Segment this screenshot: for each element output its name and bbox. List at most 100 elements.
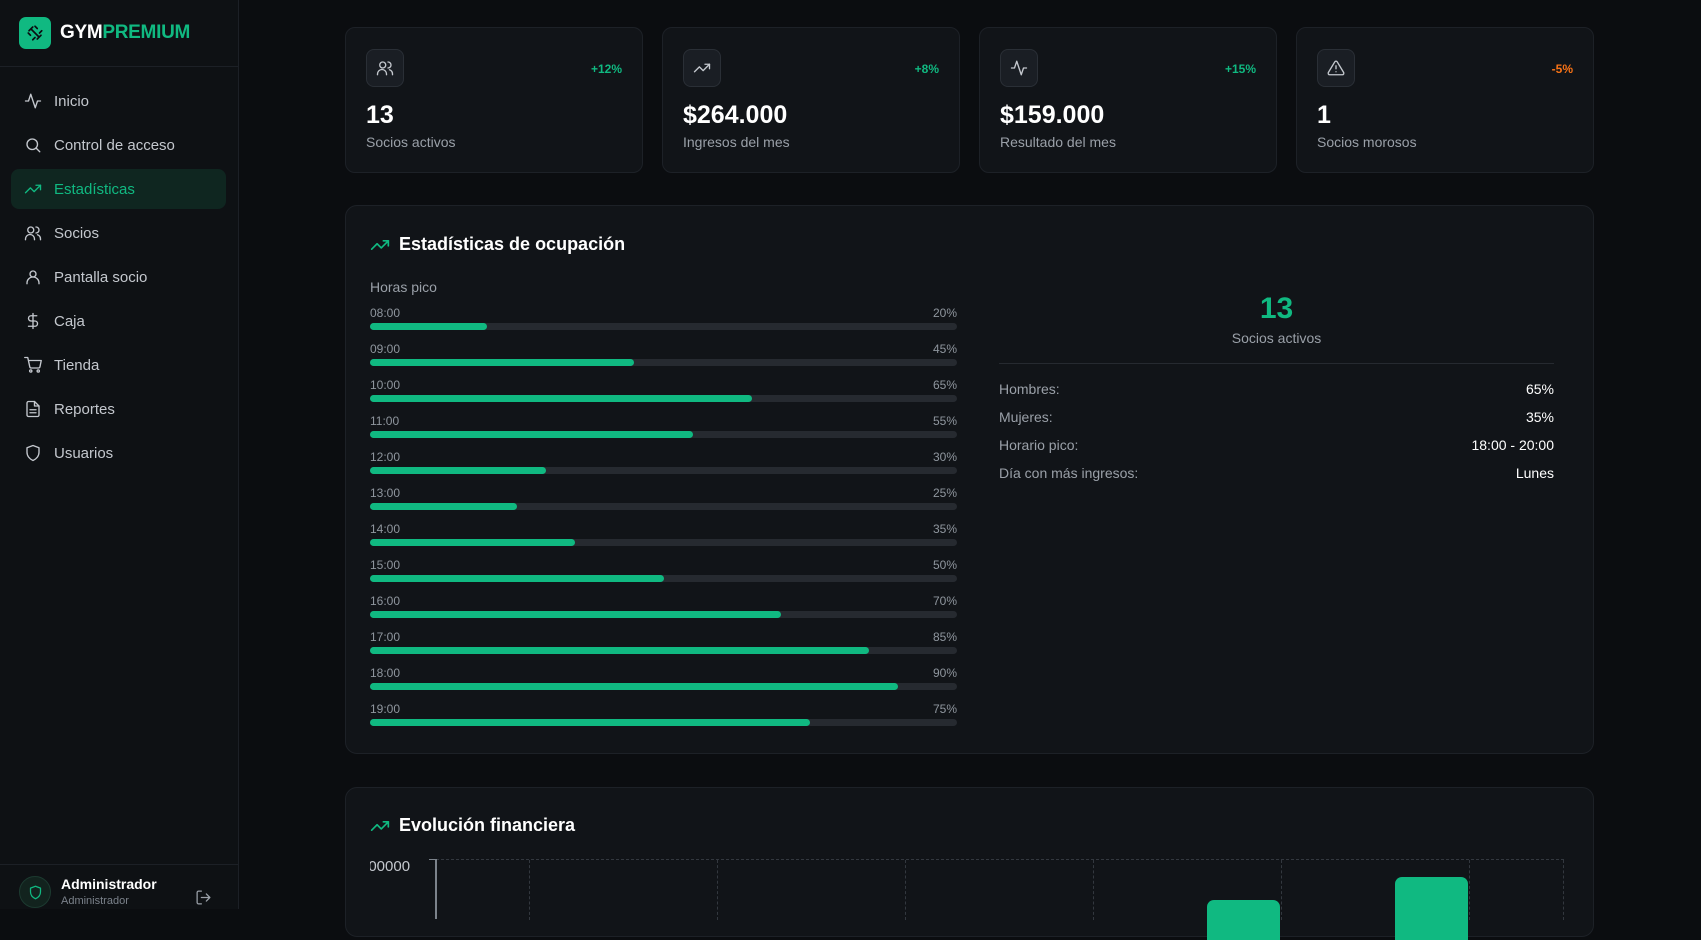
- hour-percentage: 35%: [932, 522, 957, 536]
- hour-percentage: 90%: [932, 666, 957, 680]
- sidebar-item-label: Control de acceso: [54, 136, 175, 154]
- progress-track: [370, 575, 957, 582]
- summary-row: Horario pico: 18:00 - 20:00: [999, 437, 1554, 457]
- hour-label: 15:00: [370, 558, 401, 572]
- stat-change: +12%: [590, 62, 622, 76]
- active-members-label: Socios activos: [1231, 330, 1322, 346]
- dumbbell-icon: [19, 17, 51, 49]
- search-icon: [26, 138, 41, 153]
- progress-track: [370, 647, 957, 654]
- hour-label: 16:00: [370, 594, 401, 608]
- progress-track: [370, 719, 957, 726]
- peak-hour-row: 19:00 75%: [370, 702, 957, 738]
- sidebar-item-control-acceso[interactable]: Control de acceso: [11, 125, 226, 165]
- main-content: +12% 13 Socios activos +8% $264.000 Ingr…: [240, 0, 1701, 940]
- hour-percentage: 25%: [932, 486, 957, 500]
- file-icon: [26, 400, 40, 418]
- progress-fill: [370, 611, 781, 618]
- finance-bar[interactable]: [1207, 900, 1280, 940]
- hour-percentage: 85%: [932, 630, 957, 644]
- sidebar-item-label: Caja: [54, 312, 85, 330]
- peak-hour-row: 15:00 50%: [370, 558, 957, 594]
- sidebar-item-inicio[interactable]: Inicio: [11, 81, 226, 121]
- sidebar-item-usuarios[interactable]: Usuarios: [11, 433, 226, 473]
- peak-hour-row: 13:00 25%: [370, 486, 957, 522]
- sidebar-item-label: Tienda: [54, 356, 100, 374]
- hour-percentage: 65%: [932, 378, 957, 392]
- summary-row: Mujeres: 35%: [999, 409, 1554, 429]
- hour-percentage: 30%: [932, 450, 957, 464]
- stat-change: +15%: [1224, 62, 1256, 76]
- panel-title: Evolución financiera: [370, 815, 575, 836]
- active-members-count: 13: [1259, 292, 1294, 325]
- progress-fill: [370, 359, 635, 366]
- stat-card-ingresos: +8% $264.000 Ingresos del mes: [662, 27, 960, 173]
- hour-percentage: 45%: [932, 342, 957, 356]
- sidebar-item-tienda[interactable]: Tienda: [11, 345, 226, 385]
- hour-label: 13:00: [370, 486, 401, 500]
- hour-label: 19:00: [370, 702, 401, 716]
- sidebar-nav: Inicio Control de acceso Estadísticas So…: [0, 67, 238, 473]
- finance-panel: Evolución financiera 300000: [345, 787, 1594, 940]
- stat-change: +8%: [914, 62, 939, 76]
- sidebar-item-caja[interactable]: Caja: [11, 301, 226, 341]
- hour-percentage: 75%: [932, 702, 957, 716]
- progress-track: [370, 359, 957, 366]
- progress-fill: [370, 503, 517, 510]
- progress-fill: [370, 431, 693, 438]
- sidebar-item-label: Usuarios: [54, 444, 114, 462]
- progress-fill: [370, 395, 752, 402]
- y-axis: [435, 859, 437, 919]
- hour-label: 09:00: [370, 342, 401, 356]
- progress-track: [370, 467, 957, 474]
- stat-value: $159.000: [1000, 101, 1105, 129]
- progress-track: [370, 395, 957, 402]
- progress-track: [370, 503, 957, 510]
- brand[interactable]: GYMPREMIUM: [0, 0, 238, 67]
- sidebar-item-label: Inicio: [54, 92, 90, 110]
- hour-percentage: 20%: [932, 306, 957, 320]
- progress-fill: [370, 647, 869, 654]
- summary-value: Lunes: [1515, 465, 1554, 481]
- stat-label: Socios morosos: [1317, 134, 1417, 150]
- user-name: Administrador: [61, 876, 157, 892]
- summary-key: Horario pico:: [999, 437, 1079, 453]
- hour-label: 12:00: [370, 450, 401, 464]
- sidebar-item-socios[interactable]: Socios: [11, 213, 226, 253]
- trending-up-icon: [370, 239, 390, 250]
- peak-hours-label: Horas pico: [370, 279, 437, 295]
- logout-icon: [196, 890, 211, 905]
- trending-up-icon: [370, 820, 390, 831]
- y-axis-tick-label: 300000: [370, 858, 411, 875]
- summary-value: 65%: [1525, 381, 1554, 397]
- trending-up-icon: [24, 184, 42, 194]
- dollar-icon: [27, 312, 39, 330]
- summary-key: Mujeres:: [999, 409, 1053, 425]
- summary-key: Día con más ingresos:: [999, 465, 1139, 481]
- sidebar-item-estadisticas[interactable]: Estadísticas: [11, 169, 226, 209]
- avatar: [19, 876, 51, 908]
- peak-hour-row: 16:00 70%: [370, 594, 957, 630]
- sidebar-item-pantalla-socio[interactable]: Pantalla socio: [11, 257, 226, 297]
- peak-hour-row: 10:00 65%: [370, 378, 957, 414]
- shield-icon: [29, 885, 41, 899]
- peak-hour-row: 08:00 20%: [370, 306, 957, 342]
- trending-up-icon: [683, 49, 721, 87]
- occupancy-panel: Estadísticas de ocupación Horas pico 08:…: [345, 205, 1594, 754]
- hour-percentage: 55%: [932, 414, 957, 428]
- progress-track: [370, 539, 957, 546]
- stat-change: -5%: [1551, 62, 1573, 76]
- sidebar-item-reportes[interactable]: Reportes: [11, 389, 226, 429]
- activity-icon: [1000, 49, 1038, 87]
- progress-track: [370, 683, 957, 690]
- stat-card-socios-activos: +12% 13 Socios activos: [345, 27, 643, 173]
- user-role: Administrador: [61, 895, 129, 907]
- stat-label: Resultado del mes: [1000, 134, 1116, 150]
- progress-fill: [370, 575, 664, 582]
- hour-percentage: 70%: [932, 594, 957, 608]
- y-axis-tick: [429, 859, 436, 860]
- progress-track: [370, 611, 957, 618]
- progress-fill: [370, 719, 811, 726]
- logout-button[interactable]: [195, 889, 212, 911]
- progress-fill: [370, 467, 547, 474]
